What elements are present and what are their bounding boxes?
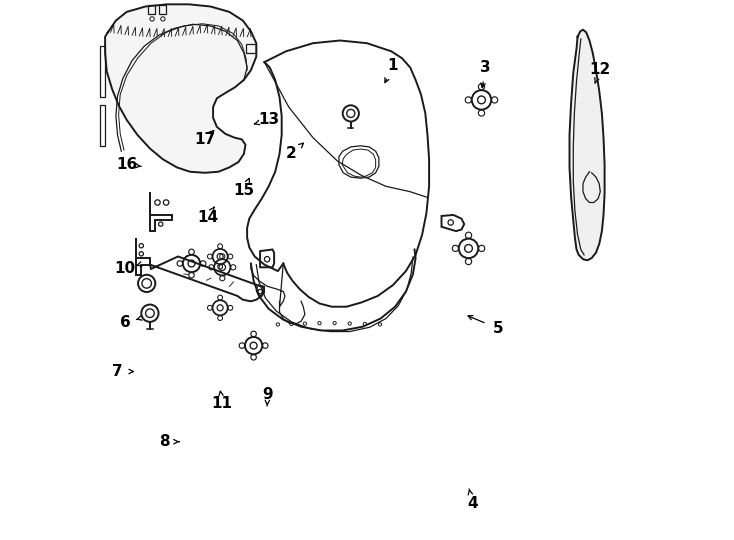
Text: 8: 8 (159, 434, 170, 449)
Text: 12: 12 (589, 62, 611, 77)
Text: 11: 11 (212, 396, 233, 411)
Text: 13: 13 (258, 112, 279, 127)
Polygon shape (570, 30, 605, 260)
Text: 15: 15 (233, 183, 255, 198)
Text: 2: 2 (286, 146, 297, 161)
Text: 5: 5 (493, 321, 503, 336)
Text: 16: 16 (116, 157, 137, 172)
Text: 4: 4 (467, 496, 478, 511)
Text: 1: 1 (388, 58, 398, 73)
Text: 9: 9 (262, 387, 273, 402)
Text: 10: 10 (115, 261, 136, 276)
Text: 6: 6 (120, 315, 131, 330)
Text: 3: 3 (481, 60, 491, 75)
Text: 7: 7 (112, 364, 123, 379)
Text: 14: 14 (197, 210, 218, 225)
Polygon shape (105, 4, 256, 173)
Text: 17: 17 (195, 132, 216, 147)
